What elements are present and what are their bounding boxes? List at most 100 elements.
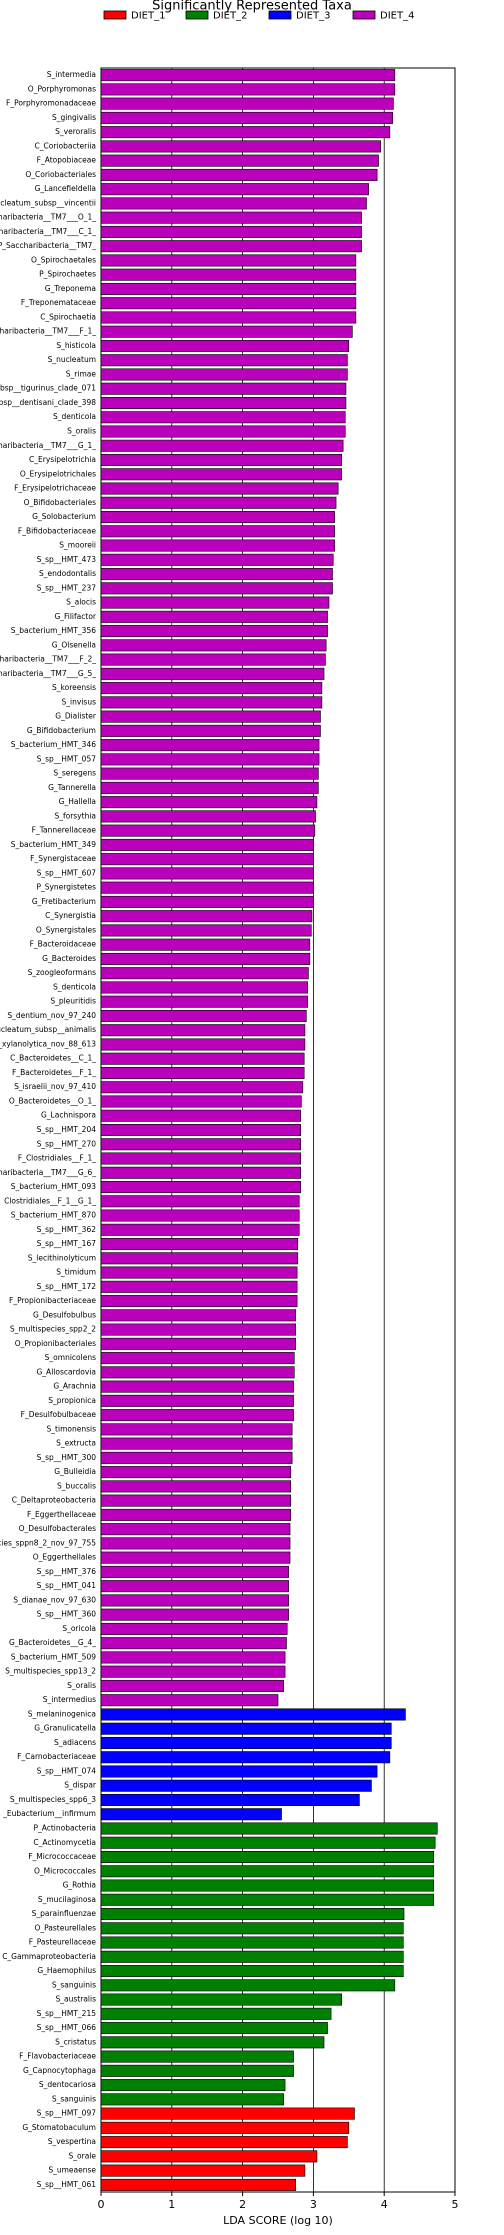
x-tick-label: 2	[239, 2198, 246, 2211]
y-tick-label: S_intermedius	[43, 1695, 96, 1704]
x-tick-label: 0	[98, 2198, 105, 2211]
y-tick-label: G_Lachnispora	[41, 1111, 96, 1120]
legend-label: DIET_2	[213, 11, 247, 22]
bar	[100, 1608, 289, 1621]
y-tick-label: S_vespertina	[48, 2137, 96, 2146]
y-tick-label: S_sp__HMT_057	[37, 754, 97, 763]
y-tick-label: S_bacterium_HMT_346	[11, 740, 97, 749]
bar	[100, 1166, 301, 1179]
y-tick-label: S_sp__HMT_061	[37, 2180, 97, 2189]
bar	[100, 1765, 378, 1778]
bar	[100, 1081, 304, 1094]
y-tick-label: O_Erysipelotrichales	[20, 469, 96, 478]
bar	[100, 1352, 295, 1365]
y-tick-label: F_Atopobiaceae	[37, 156, 97, 165]
y-tick-label: G_Rothia	[63, 1881, 96, 1890]
bar	[100, 1679, 284, 1692]
bar	[100, 382, 347, 395]
bar	[100, 1109, 301, 1122]
bar	[100, 1694, 279, 1707]
y-tick-label: F_Bacteroidaceae	[30, 940, 97, 949]
bar	[100, 168, 378, 181]
bar	[100, 1965, 404, 1978]
bar	[100, 211, 362, 224]
y-tick-label: Clostridiales__F_1__G_1_	[4, 1196, 96, 1205]
y-tick-label: S_bacterium_HMT_356	[11, 626, 97, 635]
y-tick-label: S_multispecies_spp13_2	[5, 1667, 96, 1676]
bar	[100, 1922, 404, 1935]
bar	[100, 2121, 350, 2134]
bar	[100, 596, 330, 609]
y-tick-label: G_Bifidobacterium	[27, 726, 96, 735]
bar	[100, 2022, 328, 2035]
y-tick-label: G_Arachnia	[53, 1382, 96, 1391]
bar	[100, 1580, 289, 1593]
y-tick-label: G_Lancefieldella	[35, 184, 96, 193]
y-tick-label: S_sp__HMT_237	[37, 583, 97, 592]
y-tick-label: F_Bifidobacteriaceae	[18, 526, 96, 535]
y-tick-label: G_Treponema	[45, 284, 96, 293]
y-tick-label: S_dianae_nov_97_630	[13, 1595, 96, 1604]
y-tick-label: S_sp__HMT_097	[37, 2109, 97, 2118]
y-tick-label: F_Erysipelotrichaceae	[14, 484, 96, 493]
y-tick-label: C_Deltaproteobacteria	[12, 1496, 96, 1505]
x-tick-label: 5	[452, 2198, 459, 2211]
y-tick-label: S_mucilaginosa	[38, 1895, 96, 1904]
y-tick-label: O_Desulfobacterales	[19, 1524, 96, 1533]
bar	[100, 1138, 301, 1151]
bar	[100, 1238, 299, 1251]
y-tick-label: F_Bacteroidetes__F_1_	[12, 1068, 96, 1077]
y-tick-label: S_histicola	[56, 341, 96, 350]
bar	[100, 1366, 295, 1379]
x-tick-label: 3	[310, 2198, 317, 2211]
y-tick-label: S_koreensis	[52, 683, 96, 692]
y-tick-label: G_Filifactor	[54, 612, 96, 621]
bar	[100, 739, 320, 752]
bar	[100, 1123, 301, 1137]
y-tick-label: bsp__dentisani_clade_398	[0, 398, 96, 407]
bar	[100, 1708, 406, 1721]
bar	[100, 1223, 300, 1236]
bar	[100, 1893, 435, 1906]
bar	[100, 1551, 291, 1564]
bar	[100, 482, 339, 495]
bar	[100, 282, 357, 295]
bar	[100, 796, 318, 809]
y-tick-label: S_invisus	[62, 697, 97, 706]
y-tick-label: G_Bacteroides	[42, 954, 96, 963]
y-tick-label: S_rimae	[66, 369, 97, 378]
bar	[100, 1808, 282, 1821]
y-tick-label: O_Pasteurellales	[34, 1923, 96, 1932]
y-tick-label: G_Bulleidia	[54, 1467, 96, 1476]
legend-swatch	[185, 10, 209, 20]
bar	[100, 753, 320, 766]
y-tick-label: O_Eggerthellales	[33, 1553, 96, 1562]
bar	[100, 268, 357, 281]
bar	[100, 639, 327, 652]
legend-label: DIET_4	[380, 11, 414, 22]
bar	[100, 1594, 289, 1607]
y-tick-label: C_Erysipelotrichia	[29, 455, 96, 464]
bar	[100, 1252, 299, 1265]
bar	[100, 1993, 343, 2006]
y-tick-label: S_oralis	[67, 427, 96, 436]
bar	[100, 1851, 435, 1864]
bar	[100, 97, 394, 110]
y-tick-label: P_Saccharibacteria__TM7_	[0, 241, 96, 250]
y-tick-label: S_sp__HMT_300	[37, 1453, 97, 1462]
y-tick-label: S_bacterium_HMT_870	[11, 1211, 97, 1220]
bar	[100, 69, 396, 82]
y-tick-label: S_veroralis	[55, 127, 96, 136]
y-tick-label: O_Micrococcales	[34, 1866, 96, 1875]
legend-label: DIET_1	[131, 11, 165, 22]
y-tick-label: ucleatum_subsp__vincentii	[0, 198, 96, 207]
y-tick-label: C_Synergistia	[45, 911, 96, 920]
bar	[100, 183, 369, 196]
y-tick-label: S_australis	[56, 1995, 97, 2004]
bar	[100, 2150, 318, 2163]
y-tick-label: O_Bifidobacteriales	[24, 498, 96, 507]
y-tick-label: S_multispecies_spp2_2	[10, 1325, 96, 1334]
y-tick-label: S_sp__HMT_215	[37, 2009, 97, 2018]
bar	[100, 2178, 296, 2191]
y-tick-label: charibacteria__TM7___F_2_	[0, 655, 96, 664]
